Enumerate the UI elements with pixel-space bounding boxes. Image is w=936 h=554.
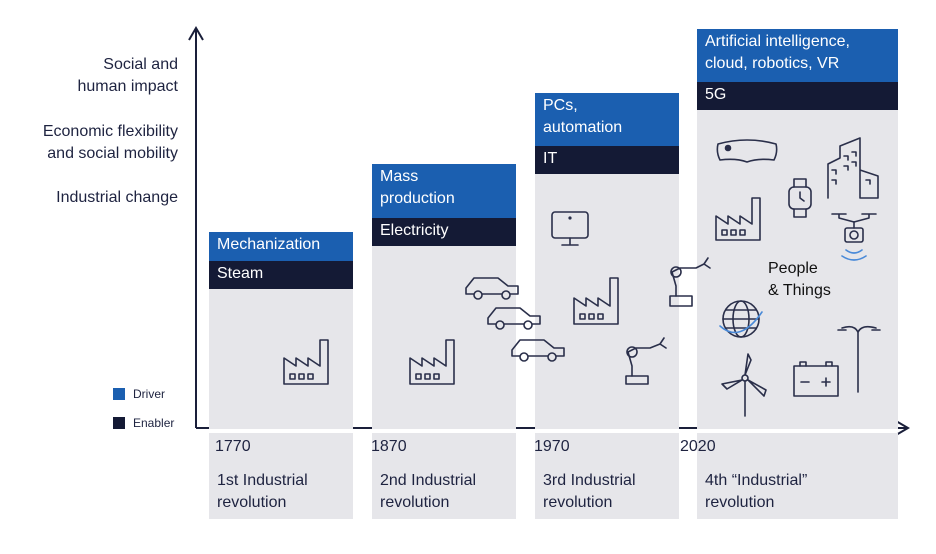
footer-3rd-revolution — [535, 433, 679, 519]
y-label-industrial-change: Industrial change — [56, 189, 178, 206]
car-icon — [487, 307, 541, 330]
battery-icon — [793, 361, 839, 397]
legend-enabler-label: Enabler — [133, 416, 175, 430]
label-3rd-revolution: 3rd Industrial revolution — [543, 472, 636, 511]
globe-icon — [719, 300, 763, 338]
footer-2nd-revolution — [372, 433, 516, 519]
robot-arm-icon — [625, 337, 667, 385]
people-things-label: People & Things — [768, 260, 831, 299]
factory-icon — [715, 197, 761, 241]
enabler-steam: Steam — [209, 261, 353, 289]
legend-driver-label: Driver — [133, 387, 165, 401]
factory-icon — [409, 339, 455, 385]
buildings-icon — [827, 137, 879, 199]
enabler-it: IT — [535, 146, 679, 174]
wind-turbine-icon — [721, 353, 767, 417]
legend-driver-swatch — [113, 388, 125, 400]
footer-1st-revolution — [209, 433, 353, 519]
car-icon — [511, 339, 565, 362]
y-label-social-impact: Social and human impact — [77, 56, 179, 95]
label-2nd-revolution: 2nd Industrial revolution — [380, 472, 477, 511]
year-2020: 2020 — [680, 438, 716, 455]
robot-arm-icon — [669, 257, 711, 307]
vr-headset-icon — [716, 139, 778, 163]
year-1770: 1770 — [215, 438, 251, 455]
smartwatch-icon — [788, 178, 812, 218]
driver-ai-cloud-robotics-vr: Artificial intelligence, cloud, robotics… — [697, 29, 898, 82]
driver-pcs-automation: PCs, automation — [535, 93, 679, 146]
factory-icon — [283, 339, 329, 385]
driver-mechanization: Mechanization — [209, 232, 353, 261]
year-1970: 1970 — [534, 438, 570, 455]
enabler-5g: 5G — [697, 82, 898, 110]
footer-4th-revolution — [697, 433, 898, 519]
enabler-electricity: Electricity — [372, 218, 516, 246]
monitor-icon — [551, 211, 589, 246]
factory-icon — [573, 277, 619, 325]
y-label-economic-flexibility: Economic flexibility and social mobility — [42, 123, 178, 162]
car-icon — [465, 277, 519, 300]
label-4th-revolution: 4th “Industrial” revolution — [705, 472, 808, 511]
driver-mass-production: Mass production — [372, 164, 516, 218]
streetlight-icon — [837, 325, 881, 393]
label-1st-revolution: 1st Industrial revolution — [217, 472, 308, 511]
drone-icon — [831, 213, 877, 261]
legend-enabler-swatch — [113, 417, 125, 429]
year-1870: 1870 — [371, 438, 407, 455]
